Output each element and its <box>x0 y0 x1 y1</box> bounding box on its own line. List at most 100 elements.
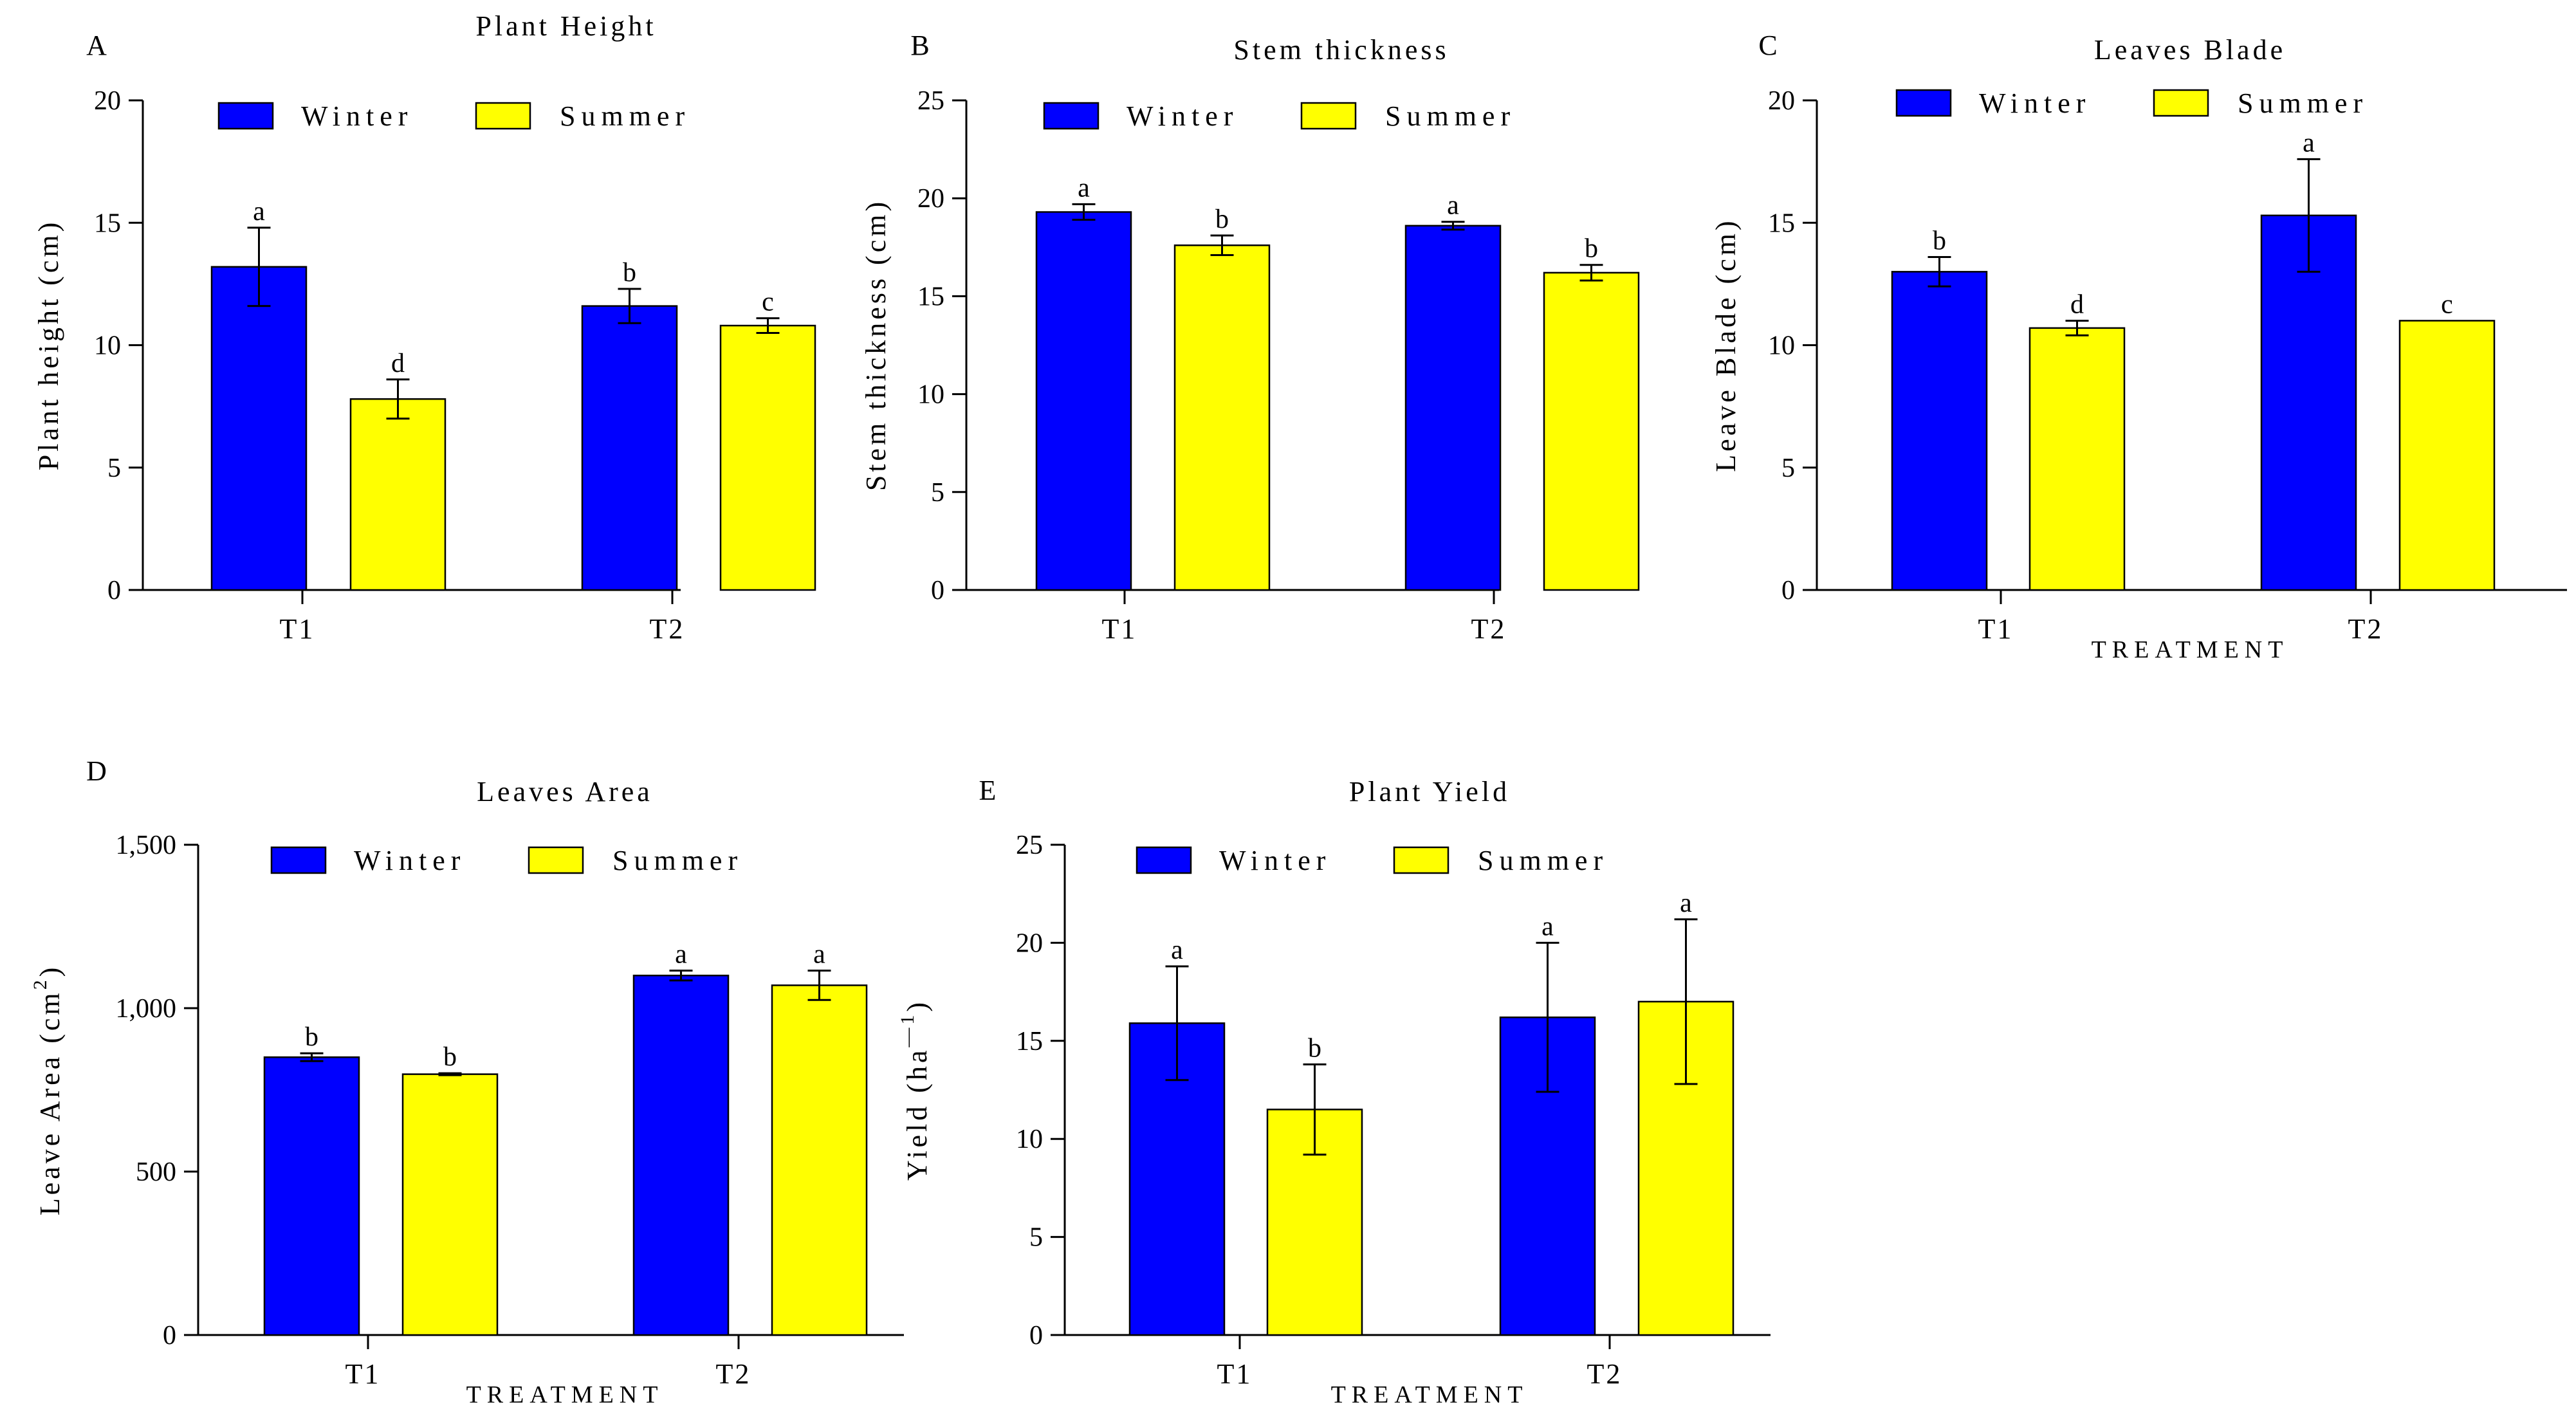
y-tick-label: 5 <box>1781 454 1795 483</box>
significance-letter: d <box>391 349 405 378</box>
legend: Winter Summer <box>1136 845 1603 876</box>
y-axis-title: Leave Area (cm2) <box>30 964 66 1216</box>
x-axis-title: TREATMENT <box>466 1381 664 1408</box>
y-tick-label: 20 <box>1768 86 1795 116</box>
significance-letter: d <box>2070 290 2084 319</box>
chart-panel-b: B Stem thickness 0 5 10 15 20 25 T1 T2 Stem thickn… <box>860 30 1640 645</box>
legend-label-summer: Summer <box>2238 87 2368 119</box>
significance-letter: a <box>1447 191 1459 221</box>
chart-title: Plant Yield <box>1349 776 1510 807</box>
chart-title: Stem thickness <box>1233 34 1449 66</box>
y-tick-label: 10 <box>1768 331 1795 361</box>
bar-winter-t2 <box>581 305 678 591</box>
y-axis-title-text: Leave Area (cm <box>34 990 66 1215</box>
y-tick-label: 5 <box>1029 1223 1043 1253</box>
significance-letter: a <box>1078 173 1090 203</box>
y-axis-title-superscript: —1 <box>897 1012 918 1048</box>
y-tick-label: 15 <box>94 208 121 238</box>
x-tick-label: T1 <box>280 613 315 645</box>
significance-letter: a <box>1171 935 1183 965</box>
x-tick-label: T1 <box>345 1358 381 1390</box>
y-axis-title-close: ) <box>901 999 933 1012</box>
x-tick-label: T1 <box>1978 613 2014 645</box>
y-tick-label: 500 <box>136 1157 176 1187</box>
y-axis-title-text: Stem thickness (cm) <box>860 199 892 491</box>
y-tick-label: 10 <box>94 331 121 361</box>
y-tick-label: 20 <box>94 86 121 116</box>
y-tick-label: 0 <box>1781 576 1795 605</box>
chart-panel-a: A Plant Height 0 5 10 15 20 T1 T2 Plant height (c… <box>33 10 816 645</box>
significance-letter: c <box>762 288 774 317</box>
y-tick-label: 10 <box>917 380 944 410</box>
y-tick-label: 25 <box>1016 831 1043 860</box>
chart-panel-d: D Leaves Area 0 500 1,000 1,500 T1 T2 Leave Area… <box>30 755 904 1408</box>
legend: Winter Summer <box>217 100 685 132</box>
x-axis-title: TREATMENT <box>1331 1381 1529 1408</box>
panel-letter: B <box>910 30 929 61</box>
significance-letter: a <box>253 197 265 226</box>
legend-label-winter: Winter <box>1979 87 2091 119</box>
bar-summer-t1 <box>2029 327 2126 591</box>
y-axis-title: Stem thickness (cm) <box>860 199 892 491</box>
bar-winter-t2 <box>1404 225 1502 591</box>
significance-letter: b <box>305 1022 318 1052</box>
y-tick-label: 20 <box>917 184 944 214</box>
legend-swatch-summer <box>528 846 584 874</box>
bar-winter-t1 <box>1891 271 1988 591</box>
chart-panel-e: E Plant Yield 0 5 10 15 20 25 T1 T2 Yield (ha—1) TR… <box>897 775 1771 1408</box>
chart-panel-c: C Leaves Blade 0 5 10 15 20 T1 T2 Leave Blade (cm… <box>1710 30 2567 663</box>
y-tick-label: 1,000 <box>116 994 177 1024</box>
panel-letter: D <box>86 755 107 787</box>
legend-label-summer: Summer <box>1385 100 1516 132</box>
legend: Winter Summer <box>1043 100 1516 132</box>
legend: Winter Summer <box>1895 87 2368 119</box>
bar-winter-t1 <box>1035 211 1132 591</box>
chart-title: Leaves Blade <box>2094 34 2286 66</box>
bar-summer-t2 <box>719 324 816 591</box>
significance-letter: a <box>813 940 825 970</box>
legend-label-summer: Summer <box>612 845 743 876</box>
x-tick-label: T1 <box>1102 613 1137 645</box>
significance-letter: b <box>1585 234 1598 264</box>
legend-label-winter: Winter <box>1127 100 1238 132</box>
y-tick-label: 0 <box>1029 1321 1043 1350</box>
panel-letter: E <box>979 775 997 806</box>
bar-summer-t1 <box>349 398 446 591</box>
legend-swatch-summer <box>1393 846 1449 874</box>
x-tick-label: T2 <box>1587 1358 1623 1390</box>
y-tick-label: 15 <box>917 282 944 311</box>
bar-winter-t2 <box>632 974 730 1336</box>
bar-summer-t1 <box>1173 244 1271 591</box>
significance-letter: b <box>1933 226 1946 256</box>
significance-letter: a <box>1680 889 1692 918</box>
y-tick-label: 5 <box>107 454 121 483</box>
legend-label-winter: Winter <box>301 100 413 132</box>
x-tick-label: T2 <box>2348 613 2384 645</box>
y-tick-label: 10 <box>1016 1125 1043 1154</box>
y-axis-title-superscript: 2 <box>30 977 51 990</box>
bar-summer-t1 <box>401 1073 499 1336</box>
chart-title: Plant Height <box>475 10 656 42</box>
legend-label-winter: Winter <box>354 845 466 876</box>
bar-winter-t2 <box>2260 214 2357 591</box>
legend-swatch-winter <box>270 846 327 874</box>
x-tick-label: T2 <box>650 613 685 645</box>
significance-letter: c <box>2441 290 2453 319</box>
y-axis-title-close: ) <box>34 964 66 977</box>
y-axis-title: Leave Blade (cm) <box>1710 217 1742 472</box>
y-tick-label: 20 <box>1016 928 1043 958</box>
y-tick-label: 15 <box>1016 1027 1043 1056</box>
chart-title: Leaves Area <box>477 776 653 807</box>
x-tick-label: T2 <box>1471 613 1507 645</box>
bar-winter-t1 <box>210 266 308 591</box>
x-tick-label: T1 <box>1217 1358 1253 1390</box>
bar-summer-t2 <box>771 984 868 1336</box>
x-axis-title: TREATMENT <box>2092 636 2289 663</box>
y-tick-label: 25 <box>917 86 944 116</box>
y-axis-title: Plant height (cm) <box>33 219 64 471</box>
legend-swatch-summer <box>1300 102 1357 130</box>
legend-swatch-winter <box>1895 89 1952 117</box>
legend: Winter Summer <box>270 845 743 876</box>
y-tick-label: 15 <box>1768 208 1795 238</box>
